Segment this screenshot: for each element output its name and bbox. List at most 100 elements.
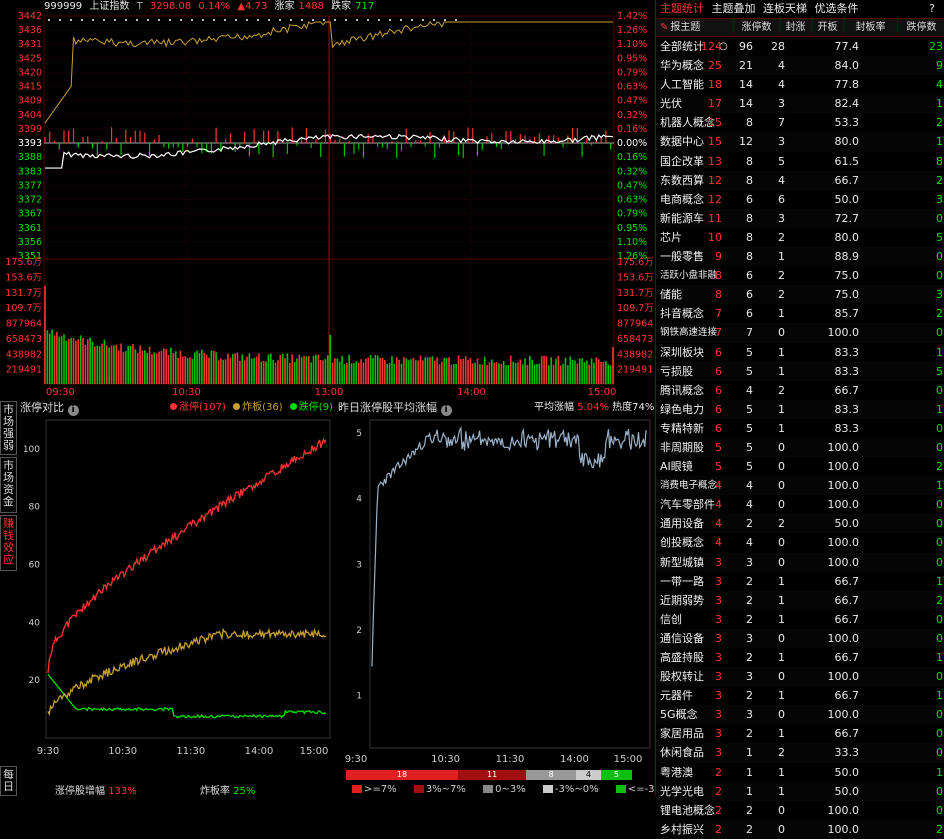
topic-name: 汽车零部件 xyxy=(660,498,715,512)
table-row[interactable]: 近期弱势 3 2 1 66.7 2 xyxy=(656,590,944,610)
tab-daily[interactable]: 每日 xyxy=(0,766,17,796)
up-count: 1488 xyxy=(298,1,324,12)
event-marker xyxy=(301,19,303,21)
price-label: 3372 xyxy=(18,195,42,206)
table-row[interactable]: 锂电池概念 2 2 0 100.0 0 xyxy=(656,801,944,820)
table-row[interactable]: 专精特新 6 5 1 83.3 0 xyxy=(656,419,944,438)
limit-down-count: 5 xyxy=(936,230,943,244)
table-row[interactable]: 休闲食品 3 1 2 33.3 0 xyxy=(656,743,944,763)
tab-topic-stats[interactable]: 主题统计 xyxy=(660,2,704,15)
table-row[interactable]: 非周期股 5 5 0 100.0 0 xyxy=(656,437,944,458)
table-row[interactable]: 腾讯概念 6 4 2 66.7 0 xyxy=(656,381,944,400)
table-row[interactable]: AI眼镜 5 5 0 100.0 2 xyxy=(656,457,944,476)
table-row[interactable]: 抖音概念 7 6 1 85.7 2 xyxy=(656,304,944,323)
table-row[interactable]: 乡村振兴 2 2 0 100.0 2 xyxy=(656,819,944,839)
tab-preferred-conditions[interactable]: 优选条件 xyxy=(814,2,859,15)
table-row[interactable]: 华为概念 25 21 4 84.0 9 xyxy=(656,56,944,76)
table-row[interactable]: 绿色电力 6 5 1 83.3 1 xyxy=(656,399,944,419)
tab-limit-ladder[interactable]: 连板天梯 xyxy=(763,2,807,15)
opened-count: 1 xyxy=(778,784,785,798)
table-row[interactable]: 全部统计 ○ 124 96 28 77.4 23 xyxy=(656,37,944,56)
table-row[interactable]: 通用设备 4 2 2 50.0 0 xyxy=(656,514,944,534)
table-row[interactable]: 新型城镇 3 3 0 100.0 0 xyxy=(656,552,944,572)
sealed-count: 96 xyxy=(739,40,753,53)
limit-down-count: 0 xyxy=(936,250,943,264)
intraday-chart[interactable]: 3442 3436 3431 3425 3420 3415 3409 3404 3399 3393… xyxy=(0,12,655,400)
table-row[interactable]: 人工智能 18 14 4 77.8 4 xyxy=(656,75,944,94)
footer-value2: 25% xyxy=(233,786,256,797)
table-row[interactable]: 5G概念 3 3 0 100.0 0 xyxy=(656,705,944,725)
limit-down-count: 0 xyxy=(936,746,943,760)
x-label: 14:00 xyxy=(560,754,589,765)
info-icon[interactable]: i xyxy=(440,405,452,416)
table-row[interactable]: 元器件 3 2 1 66.7 1 xyxy=(656,686,944,705)
limit-down-count: 0 xyxy=(936,326,943,340)
table-row[interactable]: 股权转让 3 3 0 100.0 0 xyxy=(656,667,944,687)
table-row[interactable]: 东数西算 12 8 4 66.7 2 xyxy=(656,170,944,190)
event-marker xyxy=(235,19,237,21)
col-opened[interactable]: 开板 xyxy=(812,19,844,37)
tab-market-strength[interactable]: 市场强弱 xyxy=(0,401,17,455)
table-row[interactable]: 光伏 17 14 3 82.4 1 xyxy=(656,94,944,114)
limit-down-count: 1 xyxy=(936,574,943,588)
table-row[interactable]: 数据中心 15 12 3 80.0 1 xyxy=(656,132,944,152)
volume-label-right: 219491 xyxy=(617,365,653,376)
index-name[interactable]: 上证指数 xyxy=(89,1,130,12)
limit-down-count: 2 xyxy=(936,116,943,130)
time-label: 09:30 xyxy=(46,387,75,398)
tab-topic-overlay[interactable]: 主题叠加 xyxy=(711,2,756,15)
seal-rate: 77.4 xyxy=(834,40,860,53)
table-row[interactable]: 钢铁高速连接 7 7 0 100.0 0 xyxy=(656,323,944,343)
sealed-count: 7 xyxy=(746,326,753,340)
col-topic[interactable]: ✎ 报主题 xyxy=(656,19,734,37)
circle-icon[interactable]: ○ xyxy=(719,41,728,52)
info-icon[interactable]: i xyxy=(67,405,79,416)
col-seal-rate[interactable]: 封板率 xyxy=(844,19,898,37)
y-label: 3 xyxy=(356,560,362,570)
table-row[interactable]: 高盛持股 3 2 1 66.7 1 xyxy=(656,648,944,667)
table-row[interactable]: 机器人概念 15 8 7 53.3 2 xyxy=(656,113,944,132)
opened-count: 0 xyxy=(778,498,785,512)
sealed-count: 2 xyxy=(746,689,753,703)
table-row[interactable]: 储能 8 6 2 75.0 3 xyxy=(656,285,944,305)
limit-compare-footer: 涨停股增幅 133% 炸板率 25% xyxy=(55,782,335,797)
opened-count: 0 xyxy=(778,479,785,493)
help-icon[interactable]: ? xyxy=(929,2,935,15)
topic-name: 一带一路 xyxy=(660,574,704,588)
limit-down-count: 1 xyxy=(936,479,943,493)
table-row[interactable]: 芯片 10 8 2 80.0 5 xyxy=(656,228,944,247)
table-row[interactable]: 信创 3 2 1 66.7 0 xyxy=(656,610,944,629)
table-row[interactable]: 一般零售 9 8 1 88.9 0 xyxy=(656,247,944,267)
sealed-count: 4 xyxy=(746,479,753,493)
table-row[interactable]: 国企改革 13 8 5 61.5 8 xyxy=(656,152,944,171)
limit-down-count: 0 xyxy=(936,536,943,550)
topic-name: 消费电子概念 xyxy=(660,480,718,492)
table-row[interactable]: 创投概念 4 4 0 100.0 0 xyxy=(656,533,944,552)
limit-down-count: 0 xyxy=(936,727,943,741)
tab-profit-effect[interactable]: 赚钱效应 xyxy=(0,515,17,571)
opened-count: 1 xyxy=(778,364,785,378)
table-row[interactable]: 亏损股 6 5 1 83.3 5 xyxy=(656,361,944,381)
table-row[interactable]: 新能源车 11 8 3 72.7 0 xyxy=(656,208,944,228)
opened-count: 2 xyxy=(778,288,785,302)
table-row[interactable]: 活跃小盘非融 8 6 2 75.0 0 xyxy=(656,266,944,285)
limit-up-count: 3 xyxy=(715,612,722,626)
table-row[interactable]: 深圳板块 6 5 1 83.3 1 xyxy=(656,343,944,362)
x-label: 15:00 xyxy=(300,746,329,757)
table-row[interactable]: 通信设备 3 3 0 100.0 0 xyxy=(656,628,944,648)
table-row[interactable]: 粤港澳 2 1 1 50.0 1 xyxy=(656,763,944,782)
table-row[interactable]: 家居用品 3 2 1 66.7 0 xyxy=(656,724,944,743)
table-row[interactable]: 汽车零部件 4 4 0 100.0 0 xyxy=(656,495,944,514)
tab-market-funds[interactable]: 市场资金 xyxy=(0,457,17,513)
table-row[interactable]: 消费电子概念 4 4 0 100.0 1 xyxy=(656,476,944,496)
table-row[interactable]: 电商概念 12 6 6 50.0 3 xyxy=(656,190,944,209)
table-row[interactable]: 一带一路 3 2 1 66.7 1 xyxy=(656,572,944,591)
table-row[interactable]: 光学光电 2 1 1 50.0 0 xyxy=(656,781,944,801)
col-limit-down[interactable]: 跌停数 xyxy=(906,22,937,33)
seal-rate: 100.0 xyxy=(827,670,860,684)
opened-count: 4 xyxy=(778,78,785,92)
col-sealed[interactable]: 封涨 xyxy=(780,19,812,37)
limit-down-count: 2 xyxy=(936,593,943,607)
volume-label: 131.7万 xyxy=(5,288,42,299)
col-limit-up[interactable]: 涨停数 xyxy=(734,19,780,37)
